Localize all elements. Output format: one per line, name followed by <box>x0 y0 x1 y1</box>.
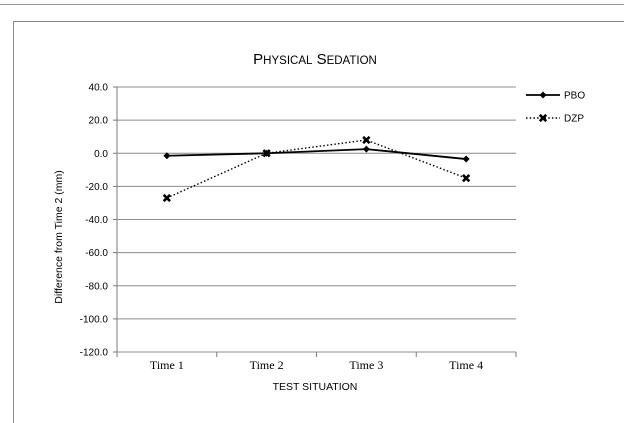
series-dzp <box>162 135 471 203</box>
y-tick-label: -100.0 <box>80 314 109 325</box>
gridlines <box>117 86 516 353</box>
data-point <box>462 173 471 183</box>
series-line <box>166 148 467 160</box>
x-tick-label: Time 2 <box>250 358 284 372</box>
x-tick-labels: Time 1 Time 2 Time 3 Time 4 <box>150 358 483 372</box>
y-tick-label: -80.0 <box>85 281 108 292</box>
data-point <box>539 91 547 99</box>
data-point <box>362 135 371 145</box>
y-tick-label: -20.0 <box>85 182 108 193</box>
axes <box>113 86 517 357</box>
y-tick-label: -120.0 <box>80 348 109 359</box>
data-point <box>262 149 271 158</box>
top-divider <box>0 4 624 5</box>
x-tick-label: Time 1 <box>150 358 184 372</box>
data-point <box>362 145 370 153</box>
series <box>162 135 471 203</box>
y-tick-label: -60.0 <box>85 248 108 259</box>
data-point <box>538 113 548 123</box>
data-point <box>163 152 171 160</box>
legend-item-pbo: PBO <box>526 91 585 102</box>
series-pbo <box>163 145 470 163</box>
y-axis-label: Difference from Time 2 (mm) <box>53 170 65 303</box>
legend-label: DZP <box>564 114 584 125</box>
chart-frame <box>13 21 624 423</box>
y-tick-label: 0.0 <box>94 149 108 160</box>
series-line <box>166 139 467 199</box>
y-tick-labels: 40.0 20.0 0.0 -20.0 -40.0 -60.0 -80.0 -100.0 -12… <box>80 83 109 359</box>
legend: PBO DZP <box>526 91 585 125</box>
data-point <box>462 155 470 163</box>
data-point <box>162 193 171 203</box>
y-tick-label: 20.0 <box>89 116 109 127</box>
x-tick-label: Time 3 <box>349 358 383 372</box>
chart-title: PHYSICAL SEDATION <box>253 51 377 68</box>
y-tick-label: -40.0 <box>85 215 108 226</box>
y-tick-label: 40.0 <box>89 83 109 94</box>
legend-label: PBO <box>564 91 585 102</box>
legend-item-dzp: DZP <box>526 114 584 125</box>
x-tick-label: Time 4 <box>449 358 483 372</box>
x-axis-label: TEST SITUATION <box>273 381 358 393</box>
